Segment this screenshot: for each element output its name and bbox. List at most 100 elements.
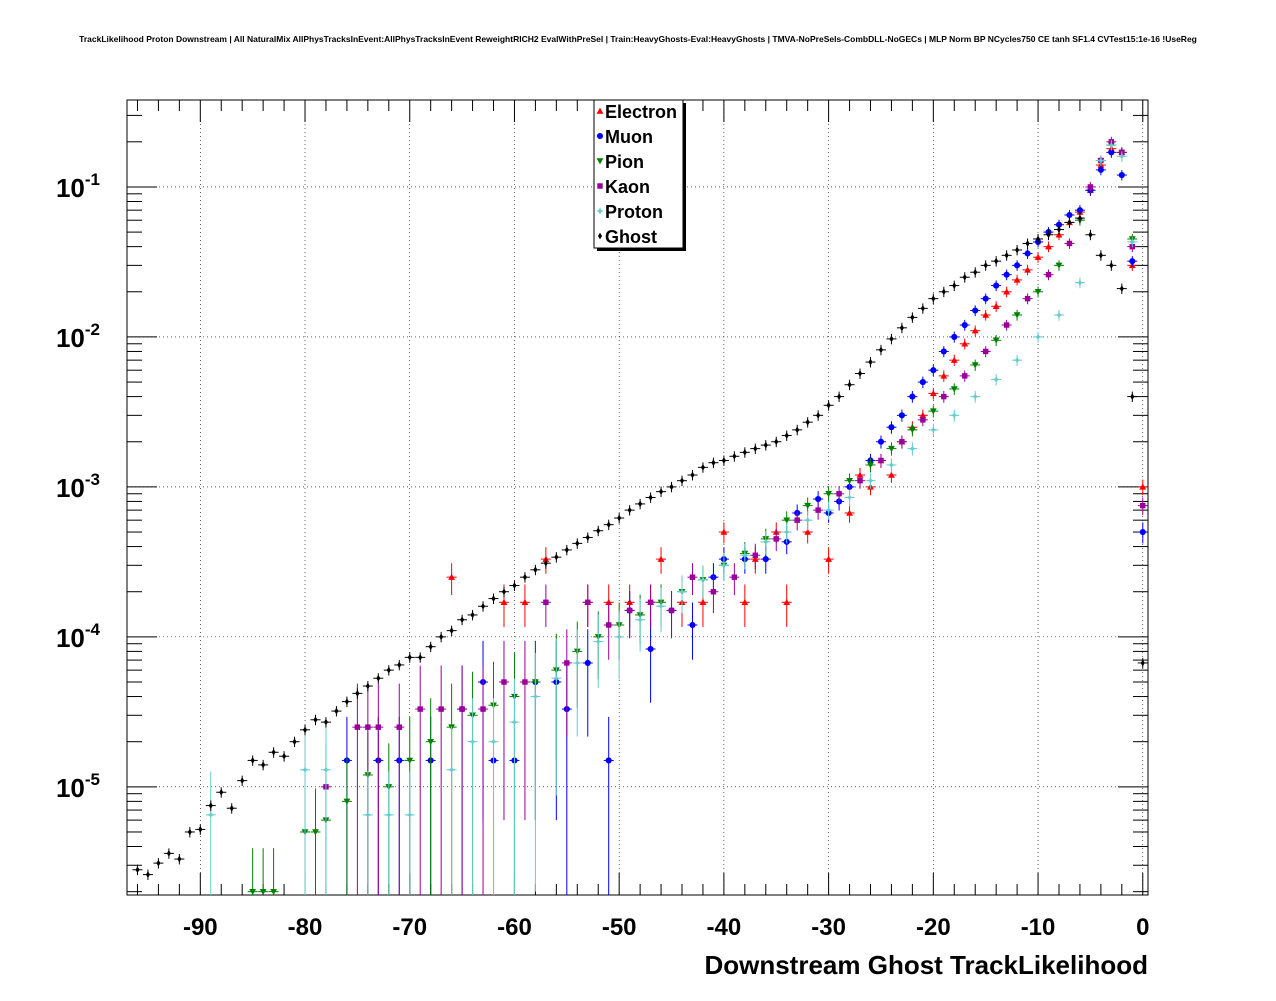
marker [1066,211,1073,219]
data-point [614,513,625,524]
data-point [970,359,981,371]
x-tick-labels: -90 -80 -70 -60 -50 -40 -30 -20 -10 0 [183,914,1149,941]
marker [615,633,623,641]
marker [355,689,360,697]
data-point [980,346,991,358]
x-tick-label: -50 [602,914,637,941]
marker [365,682,370,690]
data-point [991,374,1002,386]
data-point [530,564,541,576]
data-point [656,587,667,633]
data-point [970,325,981,337]
marker [950,411,959,420]
marker [952,282,957,289]
data-point [1033,252,1044,263]
data-point [886,333,897,345]
marker [554,553,559,561]
marker [1045,243,1052,250]
y-tick-labels: 10-5 10-4 10-3 10-2 10-1 [56,170,101,803]
data-point [1137,522,1148,544]
data-point [991,256,1002,267]
marker [1107,141,1116,149]
legend-entry-label: Muon [605,127,653,147]
marker [1024,266,1031,273]
data-point [697,462,708,473]
y-tick-label: 10-2 [56,320,100,353]
data-point [1106,260,1117,271]
data-point [1106,147,1117,158]
marker [804,502,812,510]
data-point [331,706,342,717]
data-point [687,470,698,481]
data-point [844,504,855,523]
marker [1097,166,1104,173]
marker [418,653,423,661]
marker [522,573,527,581]
marker [878,346,884,354]
marker [732,452,737,460]
data-point [949,280,960,291]
marker [596,132,604,140]
marker [1140,659,1145,667]
marker [1004,251,1009,259]
data-point [1053,224,1064,235]
marker [573,659,582,667]
marker [334,707,339,715]
marker [385,811,393,819]
marker [365,724,371,730]
marker [439,633,444,641]
data-point [488,698,499,895]
data-point [729,563,740,596]
data-point [310,714,321,726]
data-point [697,565,708,599]
data-point [813,410,824,421]
data-point [928,364,939,377]
marker [417,706,423,712]
data-point [425,698,436,895]
data-point [907,442,918,456]
marker [1109,261,1114,269]
marker [585,534,590,541]
data-point [635,598,646,652]
data-point [184,826,195,838]
marker [261,761,266,769]
data-point [1116,151,1127,162]
marker [605,622,612,628]
data-point [949,409,960,422]
data-point [519,640,530,821]
data-point [938,346,949,358]
data-point [875,344,886,356]
data-point [268,848,279,896]
marker [888,471,895,478]
marker [638,500,643,508]
data-point [320,717,331,728]
marker [1024,295,1031,302]
data-point [279,751,290,762]
data-point [436,665,447,895]
data-point [603,716,614,895]
data-point [1001,269,1012,281]
data-point [1127,391,1138,403]
series-proton [205,140,1138,895]
data-point [656,547,667,574]
marker [669,483,674,491]
data-point [666,481,677,493]
marker [219,788,224,796]
marker [1130,393,1135,401]
data-point [593,614,604,689]
data-point [258,848,269,896]
marker [1046,231,1051,239]
marker [459,706,465,712]
data-point [760,440,771,451]
marker [678,587,686,596]
data-point [383,665,394,676]
marker [783,517,791,524]
data-point [980,293,991,305]
data-point [970,267,981,278]
marker [920,417,926,423]
data-point [1022,293,1033,305]
data-point [572,538,583,549]
x-tick-label: 0 [1136,914,1149,941]
marker [795,426,800,434]
data-point [834,486,845,503]
